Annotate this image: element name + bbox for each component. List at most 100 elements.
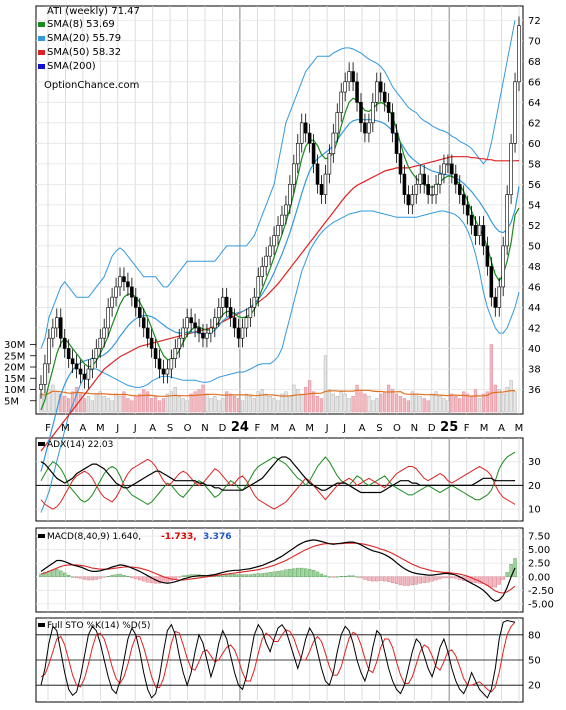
macd-title: MACD(8,40,9) 1.640, xyxy=(47,532,141,542)
volume-bar xyxy=(86,396,91,413)
macd-histogram-bar xyxy=(185,574,189,577)
candle-down xyxy=(307,132,312,144)
candle-down xyxy=(465,204,470,216)
candle-up xyxy=(410,194,415,206)
volume-bar xyxy=(390,389,395,413)
sto-axis-tick: 80 xyxy=(528,630,541,641)
adx-axis-tick: 10 xyxy=(528,505,541,516)
volume-bar xyxy=(193,391,197,413)
volume-bar xyxy=(67,398,71,413)
macd-histogram-bar xyxy=(165,576,170,583)
macd-histogram-bar xyxy=(94,576,98,580)
macd-histogram-bar xyxy=(402,576,407,586)
volume-bar xyxy=(110,400,114,413)
candle-up xyxy=(244,317,249,329)
volume-bar xyxy=(185,400,189,413)
volume-bar xyxy=(387,384,391,413)
volume-bar xyxy=(217,400,221,413)
volume-bar xyxy=(359,391,363,413)
candle-up xyxy=(39,384,43,390)
sto-axis-tick: 20 xyxy=(528,681,541,692)
volume-bar xyxy=(323,355,328,413)
volume-bar xyxy=(319,398,324,413)
candle-up xyxy=(299,122,304,144)
macd-histogram-bar xyxy=(315,571,320,577)
macd-histogram-bar xyxy=(264,572,268,577)
macd-histogram-bar xyxy=(55,568,59,577)
candle-down xyxy=(315,163,320,185)
volume-bar xyxy=(272,398,276,413)
macd-histogram-bar xyxy=(359,576,363,579)
volume-bar xyxy=(454,396,458,413)
x-axis-label: A xyxy=(498,423,505,434)
volume-bar xyxy=(438,396,442,413)
candle-up xyxy=(497,286,502,308)
candle-up xyxy=(118,276,122,288)
macd-histogram-bar xyxy=(248,574,253,577)
macd-histogram-bar xyxy=(74,576,79,579)
macd-histogram-bar xyxy=(430,576,434,582)
macd-histogram-bar xyxy=(375,576,379,582)
candle-up xyxy=(335,112,340,134)
macd-histogram-bar xyxy=(493,576,497,588)
macd-histogram-bar xyxy=(252,573,257,577)
macd-histogram-bar xyxy=(228,573,233,577)
volume-bar xyxy=(292,384,296,413)
x-axis-label: O xyxy=(184,423,192,434)
macd-histogram-bar xyxy=(422,576,426,583)
candle-down xyxy=(351,71,355,83)
macd-histogram-bar xyxy=(66,574,71,577)
volume-bar xyxy=(379,393,383,413)
candle-up xyxy=(442,163,446,175)
volume-bar xyxy=(375,398,379,413)
macd-histogram-bar xyxy=(280,570,284,577)
candle-down xyxy=(363,122,367,134)
macd-histogram-bar xyxy=(367,576,371,581)
volume-bar xyxy=(157,400,162,413)
x-axis-label: S xyxy=(167,423,173,434)
volume-bar xyxy=(209,398,213,413)
candle-up xyxy=(288,184,292,206)
volume-bar xyxy=(351,396,355,413)
volume-bar xyxy=(153,396,158,413)
macd-histogram-bar xyxy=(505,572,509,577)
candle-down xyxy=(469,214,474,226)
candles xyxy=(39,16,521,399)
macd-histogram-bar xyxy=(414,576,418,585)
x-axis-label: N xyxy=(411,423,418,434)
macd-histogram-bar xyxy=(379,576,383,581)
candle-down xyxy=(145,327,150,339)
sto-d-line xyxy=(40,621,516,693)
legend-swatch-sma200 xyxy=(38,64,45,69)
adx-axis-tick: 30 xyxy=(528,457,541,468)
volume-bar xyxy=(47,389,51,413)
volume-bar xyxy=(489,344,493,413)
x-axis-label: D xyxy=(219,423,227,434)
price-axis-tick: 66 xyxy=(528,77,541,88)
macd-histogram-bar xyxy=(86,576,91,581)
candle-up xyxy=(216,307,221,318)
candle-up xyxy=(323,173,328,195)
volume-bar xyxy=(466,393,470,413)
candle-down xyxy=(153,348,158,360)
macd-histogram-bar xyxy=(450,576,454,579)
price-axis-tick: 38 xyxy=(528,364,541,375)
indicator-lines xyxy=(39,451,517,699)
volume-bar xyxy=(442,398,446,413)
x-axis-label: J xyxy=(325,423,329,434)
candle-up xyxy=(165,368,170,375)
candle-up xyxy=(94,348,99,360)
candle-down xyxy=(236,327,241,339)
volume-bar xyxy=(394,393,399,413)
volume-bar xyxy=(331,393,335,413)
macd-axis-tick: -2.50 xyxy=(528,586,554,597)
volume-average-line xyxy=(40,389,515,397)
volume-bar xyxy=(477,398,482,413)
volume-bar xyxy=(458,398,462,413)
sto-legend-swatch xyxy=(38,623,45,627)
candle-up xyxy=(240,327,245,339)
bollinger-lower-line xyxy=(40,210,520,513)
macd-histogram-bar xyxy=(497,576,501,585)
macd-histogram-bar xyxy=(284,569,288,577)
legend-sma8: SMA(8) 53.69 xyxy=(47,19,115,30)
